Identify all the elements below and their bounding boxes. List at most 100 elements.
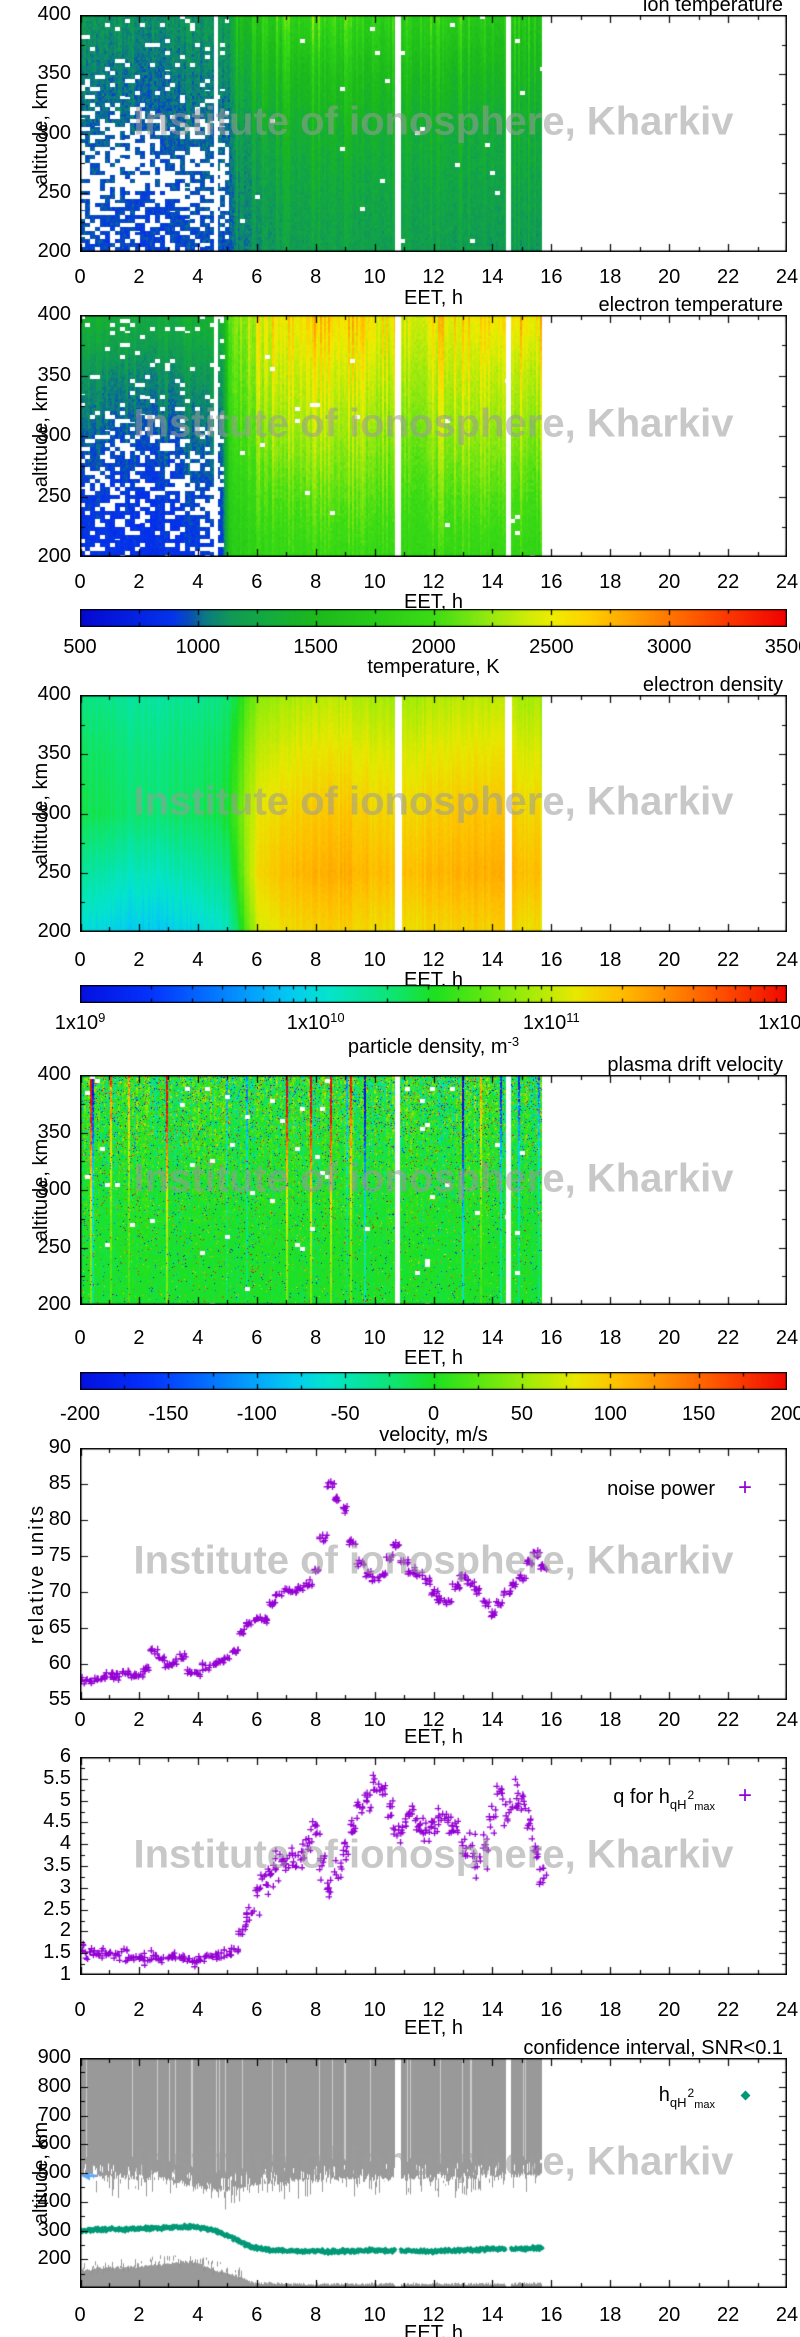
p2-plot-canvas: [80, 315, 787, 557]
x-tick-label: 18: [599, 1999, 622, 2021]
y-tick-label: 400: [37, 2189, 71, 2212]
x-tick-label: 14: [481, 571, 504, 593]
y-tick-label: 3: [59, 1875, 71, 1898]
y-tick-label: 350: [37, 742, 71, 765]
p1-plot-canvas: [80, 15, 787, 252]
p6-plot-canvas: [80, 1757, 787, 1975]
x-tick-label: 4: [192, 2304, 204, 2326]
x-tick-label: 10: [363, 1999, 386, 2021]
x-tick-label: 20: [658, 949, 681, 971]
y-tick-label: 200: [37, 2247, 71, 2270]
tick-mantissa: 1x10: [522, 1012, 567, 1034]
x-tick-label: 24: [775, 1709, 799, 1731]
x-axis-label-p6: EET, h: [404, 2017, 463, 2039]
x-tick-label: 4: [192, 266, 204, 288]
x-tick-label: 22: [716, 266, 740, 288]
x-tick-label: 12: [422, 1709, 445, 1731]
x-tick-label: 22: [716, 1709, 740, 1731]
y-tick-label: 90: [48, 1436, 71, 1458]
x-tick-label: 20: [658, 571, 681, 593]
caption-exponent: -3: [507, 1034, 520, 1049]
y-tick-label: 250: [37, 484, 71, 507]
x-tick-label: 14: [481, 1327, 504, 1349]
legend-p6: q for hqH2max: [460, 1786, 715, 1813]
y-tick-label: 600: [37, 2132, 71, 2155]
tick-exponent: 11: [566, 1010, 580, 1025]
tick-mantissa: 1x10: [54, 1012, 99, 1034]
colorbar-tick-label: 1x1011: [522, 1010, 580, 1035]
tick-exponent: 9: [98, 1010, 106, 1025]
colorbar-caption-temperature: temperature, K: [367, 656, 500, 678]
x-tick-label: 18: [599, 266, 622, 288]
x-tick-label: 12: [422, 571, 445, 593]
y-tick-label: 300: [37, 121, 71, 144]
y-tick-label: 75: [48, 1544, 71, 1566]
y-tick-label: 5: [59, 1788, 71, 1811]
y-tick-label: 1: [59, 1963, 71, 1985]
legend-plus-marker: +: [738, 1474, 753, 1501]
x-tick-label: 16: [540, 571, 563, 593]
colorbar-tick-label: 2500: [529, 636, 574, 658]
x-tick-label: 16: [540, 2304, 563, 2326]
y-tick-label: 500: [37, 2161, 71, 2183]
colorbar-velocity: [80, 1372, 787, 1390]
x-tick-label: 6: [251, 1999, 263, 2021]
formula-sup: 2: [687, 2086, 695, 2100]
x-tick-label: 22: [716, 1999, 740, 2021]
x-tick-label: 8: [310, 949, 322, 971]
formula-base: q for h: [613, 1786, 670, 1808]
p7-plot-canvas: [80, 2058, 787, 2288]
p3-plot-canvas: [80, 695, 787, 932]
panel-p1: Institute of ionosphere, Kharkiv: [80, 15, 787, 252]
colorbar-tick-label: 3000: [646, 636, 692, 658]
formula-base: h: [658, 2084, 670, 2106]
colorbar-tick-label: 150: [681, 1403, 716, 1425]
colorbar-caption-velocity: velocity, m/s: [379, 1424, 488, 1446]
x-tick-label: 16: [540, 1327, 563, 1349]
panel-title-p4: plasma drift velocity: [607, 1054, 783, 1076]
x-tick-label: 6: [251, 949, 263, 971]
y-tick-label: 70: [48, 1580, 71, 1602]
tick-mantissa: 1x10: [286, 1012, 331, 1034]
x-tick-label: 16: [540, 266, 563, 288]
x-tick-label: 6: [251, 2304, 263, 2326]
x-tick-label: 24: [775, 1327, 799, 1349]
x-tick-label: 18: [599, 949, 622, 971]
caption-base: particle density, m: [347, 1036, 508, 1058]
formula-sup: 2: [687, 1788, 695, 1802]
y-tick-label: 200: [37, 240, 71, 262]
colorbar-tick-label: 0: [427, 1403, 440, 1425]
y-tick-label: 350: [37, 62, 71, 85]
x-tick-label: 20: [658, 266, 681, 288]
tick-exponent: 10: [330, 1010, 345, 1025]
y-tick-label: 250: [37, 1235, 71, 1258]
panel-p4: Institute of ionosphere, Kharkiv: [80, 1075, 787, 1305]
y-tick-label: 400: [37, 683, 71, 705]
x-tick-label: 8: [310, 266, 322, 288]
y-tick-label: 350: [37, 363, 71, 386]
x-tick-label: 20: [658, 1709, 681, 1731]
y-tick-label: 85: [48, 1472, 71, 1494]
x-tick-label: 0: [74, 1999, 86, 2021]
y-tick-label: 1.5: [43, 1941, 71, 1964]
panel-title-p3: electron density: [642, 674, 783, 696]
x-tick-label: 2: [133, 1327, 145, 1349]
colorbar-tick-label: 3500: [764, 636, 800, 658]
x-tick-label: 8: [310, 2304, 322, 2326]
x-tick-label: 8: [310, 1327, 322, 1349]
x-tick-label: 0: [74, 1327, 86, 1349]
tick-mantissa: 1x10: [758, 1012, 800, 1034]
x-tick-label: 18: [599, 2304, 622, 2326]
x-tick-label: 8: [310, 1999, 322, 2021]
x-tick-label: 0: [74, 571, 86, 593]
x-tick-label: 24: [775, 1999, 799, 2021]
legend-plus-marker: +: [738, 1782, 753, 1809]
x-axis-label-p2: EET, h: [404, 591, 463, 613]
y-tick-label: 200: [37, 545, 71, 567]
colorbar-density: [80, 985, 787, 1003]
x-tick-label: 10: [363, 2304, 386, 2326]
y-tick-label: 4.5: [43, 1810, 71, 1833]
y-tick-label: 700: [37, 2103, 71, 2126]
x-tick-label: 0: [74, 2304, 86, 2326]
